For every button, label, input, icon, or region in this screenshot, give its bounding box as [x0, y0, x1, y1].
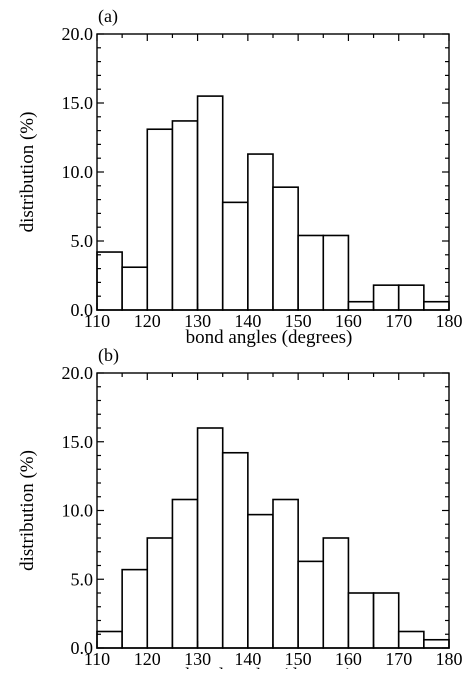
bar-b-120 — [146, 537, 174, 649]
y-tick-label-a-20.0: 20.0 — [62, 24, 94, 44]
bar-a-125 — [171, 120, 199, 311]
bar-a-170 — [397, 284, 425, 311]
y-tick-label-b-20.0: 20.0 — [62, 363, 94, 383]
x-tick-label-b-170: 170 — [385, 649, 412, 669]
bar-b-125 — [171, 498, 199, 649]
x-tick-label-b-110: 110 — [84, 649, 110, 669]
bar-a-145 — [272, 186, 299, 311]
panel-label-a: (a) — [98, 6, 118, 27]
bar-b-140 — [247, 513, 274, 649]
bar-a-150 — [297, 234, 325, 311]
y-axis-label-b: distribution (%) — [17, 450, 38, 571]
y-tick-label-b-10.0: 10.0 — [62, 501, 94, 521]
bar-b-135 — [221, 451, 249, 649]
x-tick-label-b-180: 180 — [436, 649, 463, 669]
bar-b-115 — [121, 568, 149, 649]
bar-a-115 — [121, 266, 149, 311]
y-tick-label-b-15.0: 15.0 — [62, 432, 94, 452]
bar-b-175 — [423, 638, 450, 649]
bar-a-160 — [347, 300, 375, 311]
bar-a-175 — [423, 300, 450, 311]
x-tick-label-b-150: 150 — [285, 649, 312, 669]
x-tick-label-a-160: 160 — [335, 311, 362, 331]
bar-a-140 — [247, 153, 274, 311]
bar-a-165 — [372, 284, 400, 311]
y-tick-label-a-0.0: 0.0 — [71, 300, 94, 320]
x-tick-label-a-120: 120 — [134, 311, 161, 331]
panel-label-b: (b) — [98, 345, 119, 366]
x-tick-label-a-170: 170 — [385, 311, 412, 331]
bar-b-170 — [397, 630, 425, 649]
x-tick-label-a-140: 140 — [234, 311, 261, 331]
y-tick-label-a-10.0: 10.0 — [62, 162, 94, 182]
x-tick-label-b-160: 160 — [335, 649, 362, 669]
x-tick-label-b-120: 120 — [134, 649, 161, 669]
chart-panel-b: 110 120 130 140 150 160 170 180 0.0 5.0 10.0 15.0 20… — [17, 345, 463, 674]
y-tick-label-a-15.0: 15.0 — [62, 93, 94, 113]
x-axis-label-b: bond angles (degrees) — [186, 665, 353, 669]
y-axis-label-a: distribution (%) — [17, 112, 38, 233]
x-tick-label-a-150: 150 — [285, 311, 312, 331]
x-tick-label-b-140: 140 — [234, 649, 261, 669]
y-tick-label-a-5.0: 5.0 — [71, 231, 94, 251]
bar-a-110 — [96, 251, 123, 311]
x-axis-label-a: bond angles (degrees) — [186, 327, 353, 348]
y-tick-label-b-0.0: 0.0 — [71, 638, 94, 658]
x-tick-label-b-130: 130 — [184, 649, 211, 669]
bar-b-145 — [272, 498, 299, 649]
bar-b-160 — [347, 592, 375, 649]
bar-a-120 — [146, 128, 174, 311]
bar-a-135 — [221, 201, 249, 311]
x-tick-label-a-130: 130 — [184, 311, 211, 331]
bar-b-130 — [196, 427, 224, 649]
bar-a-155 — [322, 234, 350, 311]
bar-b-150 — [297, 560, 325, 649]
y-tick-label-b-5.0: 5.0 — [71, 569, 94, 589]
bar-b-155 — [322, 537, 350, 649]
bar-a-130 — [196, 95, 224, 311]
x-tick-label-a-180: 180 — [436, 311, 463, 331]
bar-b-165 — [372, 592, 400, 649]
chart-panel-a: 110 120 130 140 150 160 170 180 0.0 5.0 10.0 15.0 20… — [17, 6, 463, 348]
x-tick-label-a-110: 110 — [84, 311, 110, 331]
